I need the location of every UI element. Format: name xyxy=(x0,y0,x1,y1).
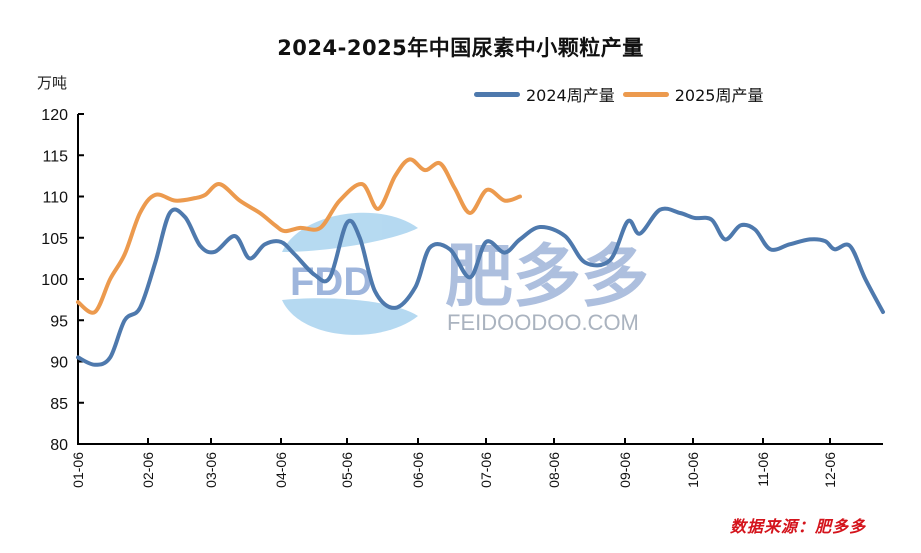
x-tick-label: 12-06 xyxy=(822,452,838,488)
chart-title: 2024-2025年中国尿素中小颗粒产量 xyxy=(277,36,644,60)
x-axis-ticks: 01-06 02-06 03-06 04-06 05-06 06-06 07-06 08-06… xyxy=(70,438,838,488)
y-tick-label: 90 xyxy=(50,355,68,372)
legend-swatch-2025 xyxy=(622,91,669,97)
x-tick-label: 09-06 xyxy=(617,452,633,488)
watermark-leaf-bottom-icon xyxy=(282,298,418,335)
legend-label-2024: 2024周产量 xyxy=(526,86,615,105)
legend-label-2025: 2025周产量 xyxy=(674,86,764,105)
y-tick-label: 115 xyxy=(42,148,68,165)
y-tick-label: 110 xyxy=(42,190,68,207)
y-tick-label: 95 xyxy=(50,313,68,330)
y-tick-label: 120 xyxy=(41,107,68,124)
legend-swatch-2024 xyxy=(474,91,520,97)
x-tick-label: 05-06 xyxy=(339,452,355,488)
y-axis-unit: 万吨 xyxy=(37,74,68,92)
y-tick-label: 105 xyxy=(41,231,68,248)
x-tick-label: 10-06 xyxy=(685,452,701,488)
watermark-logo-text: FDD xyxy=(290,260,372,304)
legend-item-2025: 2025周产量 xyxy=(622,82,764,106)
legend-item-2024: 2024周产量 xyxy=(474,82,615,106)
series-2025-line xyxy=(76,157,522,315)
x-tick-label: 04-06 xyxy=(273,452,289,488)
y-tick-label: 85 xyxy=(50,396,68,413)
watermark-leaf-top-icon xyxy=(282,212,418,252)
x-tick-label: 08-06 xyxy=(546,452,562,488)
y-tick-label: 100 xyxy=(41,272,68,289)
y-tick-label: 80 xyxy=(50,437,68,454)
watermark-brand-en: FEIDOODOO.COM xyxy=(447,310,639,335)
x-tick-label: 11-06 xyxy=(755,452,771,487)
x-tick-label: 06-06 xyxy=(410,452,426,488)
watermark-brand-cn: 肥多多 xyxy=(445,238,649,317)
x-tick-label: 01-06 xyxy=(70,452,86,488)
series-2024-line xyxy=(76,206,885,367)
x-tick-label: 02-06 xyxy=(140,452,156,488)
legend: 2024周产量 2025周产量 xyxy=(474,82,771,106)
data-source-note: 数据来源：肥多多 xyxy=(730,517,867,536)
series-lines xyxy=(76,157,885,367)
x-tick-label: 07-06 xyxy=(478,452,494,488)
x-tick-label: 03-06 xyxy=(203,452,219,488)
watermark: FDD 肥多多 FEIDOODOO.COM xyxy=(282,212,649,335)
y-axis-ticks: 80 85 90 95 100 105 110 115 120 xyxy=(41,107,84,454)
